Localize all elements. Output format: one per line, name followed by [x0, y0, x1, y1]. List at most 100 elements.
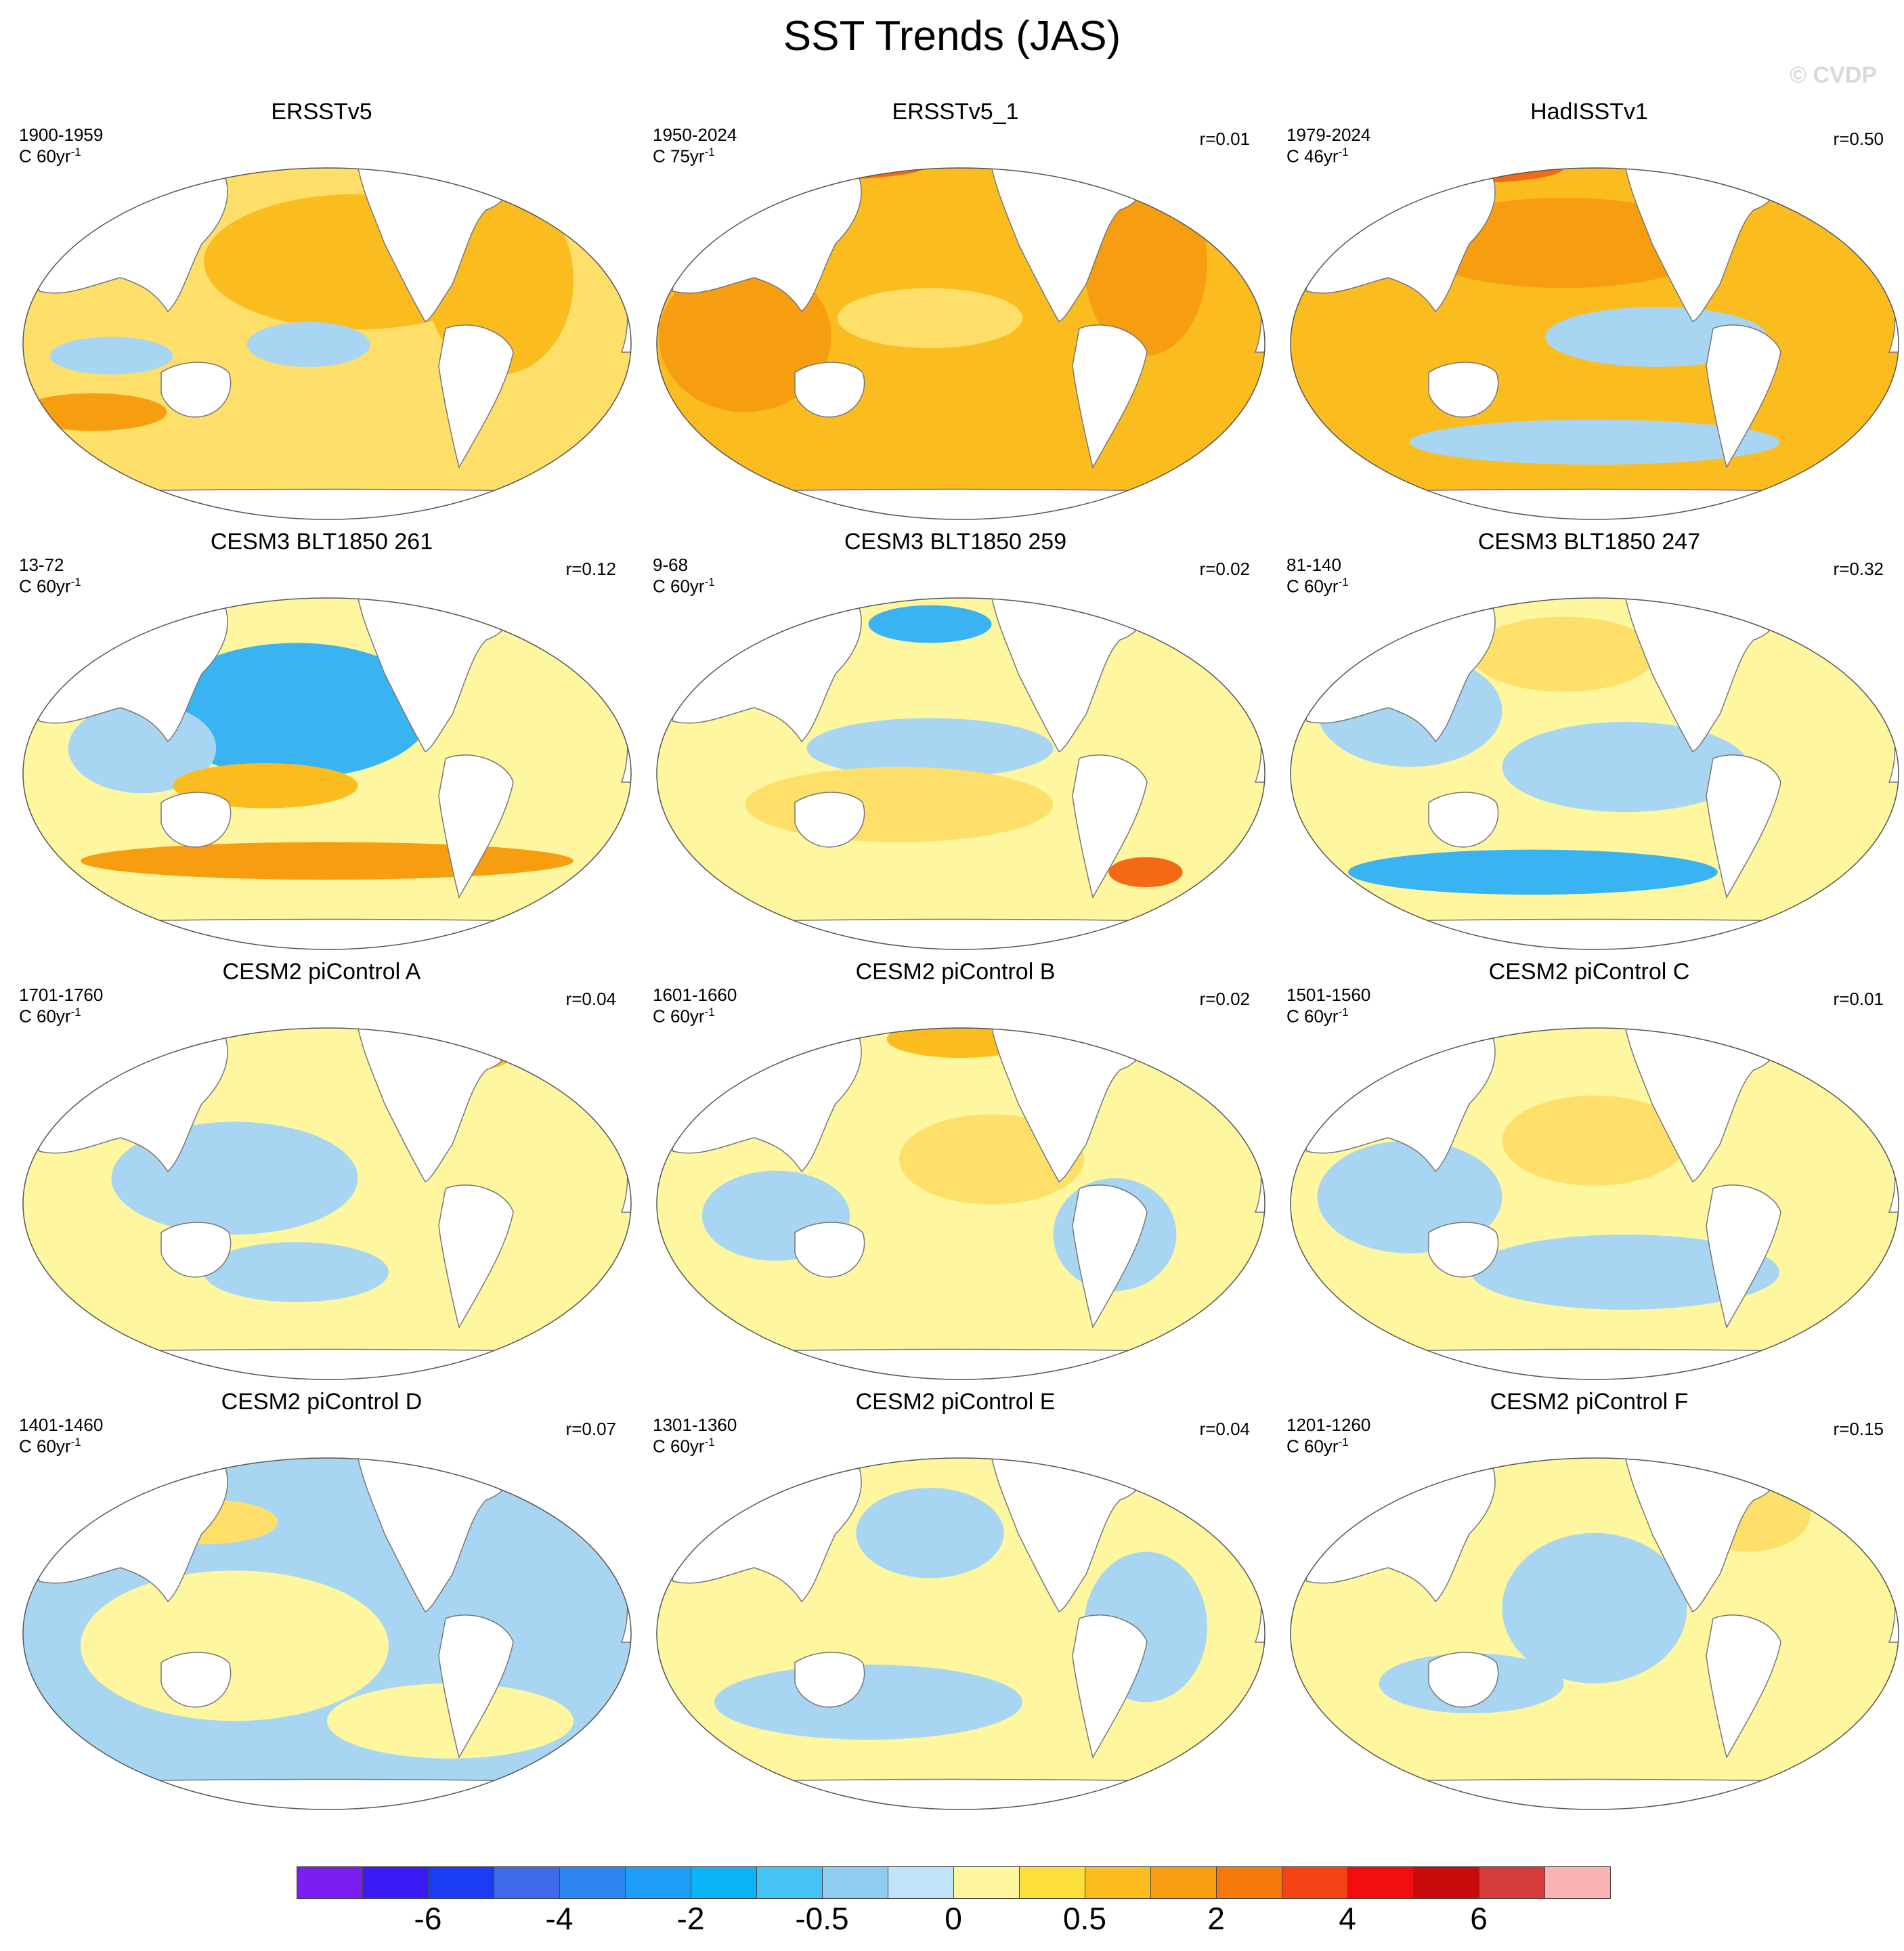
units-label: C 60yr-1 — [653, 1436, 715, 1457]
period-label: 1201-1260 — [1286, 1415, 1371, 1435]
units-text: C 60yr — [1286, 1006, 1339, 1027]
land-mass — [1428, 362, 1499, 418]
land-mass — [357, 598, 513, 752]
trend-anomaly-region — [160, 643, 432, 779]
panel-title: CESM2 piControl F — [1490, 1389, 1689, 1415]
period-label: 1601-1660 — [653, 985, 737, 1005]
map-panel: CESM2 piControl D 1401-1460 C 60yr-1 r=0.07 — [7, 1385, 636, 1818]
land-mass — [794, 1222, 865, 1278]
colorbar-tick-label: 0.5 — [1063, 1901, 1106, 1936]
map-outline — [1290, 1027, 1899, 1380]
colorbar-swatch — [888, 1866, 954, 1899]
panel-title: CESM3 BLT1850 259 — [844, 529, 1067, 555]
colorbar-tick-label: 6 — [1470, 1901, 1488, 1936]
trend-anomaly-region — [745, 767, 1054, 842]
colorbar-swatch — [756, 1866, 823, 1899]
trend-anomaly-region — [806, 718, 1054, 779]
map-outline — [1290, 167, 1899, 520]
panel-title: CESM2 piControl A — [222, 959, 421, 985]
map-panel: CESM2 piControl B 1601-1660 C 60yr-1 r=0.02 — [641, 955, 1270, 1388]
correlation-label: r=0.02 — [1199, 989, 1250, 1009]
trend-anomaly-region — [1379, 168, 1564, 183]
map-panel: CESM2 piControl F 1201-1260 C 60yr-1 r=0.15 — [1274, 1385, 1904, 1818]
trend-anomaly-region — [81, 1570, 389, 1721]
map-outline — [656, 1027, 1265, 1380]
correlation-label: r=0.04 — [1199, 1419, 1250, 1439]
colorbar-swatch — [1085, 1866, 1151, 1899]
land-mass — [438, 754, 514, 899]
units-label: C 60yr-1 — [19, 576, 81, 597]
correlation-label: r=0.01 — [1199, 129, 1250, 149]
colorbar-swatch — [297, 1866, 363, 1899]
land-mass — [1706, 1614, 1781, 1759]
land-mass — [991, 1458, 1146, 1612]
panel-title: CESM2 piControl E — [855, 1389, 1056, 1415]
land-mass — [991, 598, 1146, 752]
units-text: C 46yr — [1286, 146, 1339, 167]
units-label: C 46yr-1 — [1286, 146, 1349, 167]
land-mass — [1624, 168, 1780, 322]
land-mass — [160, 1222, 232, 1278]
land-mass — [1072, 1184, 1148, 1329]
land-mass — [160, 362, 232, 418]
correlation-label: r=0.32 — [1833, 559, 1884, 579]
panel-title: CESM3 BLT1850 247 — [1477, 529, 1701, 555]
land-mass — [794, 362, 865, 418]
map-outline — [656, 597, 1265, 950]
correlation-label: r=0.04 — [565, 989, 616, 1009]
map-panel: CESM3 BLT1850 261 13-72 C 60yr-1 r=0.12 — [7, 525, 636, 958]
land-mass — [991, 1028, 1146, 1182]
trend-anomaly-region — [1502, 1095, 1687, 1186]
sst-trend-map — [22, 1027, 632, 1380]
land-mass — [357, 1028, 513, 1182]
map-outline — [22, 167, 632, 520]
colorbar-swatch — [691, 1866, 757, 1899]
trend-anomaly-region — [745, 168, 930, 179]
land-mass — [1428, 792, 1499, 848]
units-label: C 75yr-1 — [653, 146, 715, 167]
colorbar-tick-label: -4 — [545, 1901, 574, 1936]
land-mass — [357, 168, 513, 322]
period-label: 1401-1460 — [19, 1415, 104, 1435]
trend-anomaly-region — [1471, 616, 1656, 692]
sst-trend-map — [22, 167, 632, 520]
sst-trend-map — [22, 597, 632, 950]
correlation-label: r=0.15 — [1833, 1419, 1884, 1439]
units-text: C 60yr — [1286, 1436, 1339, 1457]
colorbar-tick-label: -6 — [414, 1901, 442, 1936]
units-text: C 60yr — [653, 1436, 705, 1457]
trend-anomaly-region — [23, 393, 167, 431]
units-text: C 60yr — [653, 1006, 705, 1027]
colorbar-swatch — [1216, 1866, 1282, 1899]
land-mass — [794, 1652, 865, 1708]
map-panel: CESM2 piControl C 1501-1560 C 60yr-1 r=0.01 — [1274, 955, 1904, 1388]
trend-anomaly-region — [838, 288, 1022, 349]
units-text: C 60yr — [19, 576, 71, 597]
period-label: 9-68 — [653, 555, 689, 575]
panel-title: HadISSTv1 — [1530, 99, 1648, 125]
map-panel: CESM2 piControl A 1701-1760 C 60yr-1 r=0.04 — [7, 955, 636, 1388]
period-label: 1501-1560 — [1286, 985, 1371, 1005]
trend-anomaly-region — [1471, 1235, 1779, 1310]
sst-trend-map — [1290, 1457, 1899, 1810]
land-mass — [1706, 1184, 1781, 1329]
trend-anomaly-region — [659, 261, 831, 412]
trend-anomaly-region — [868, 605, 992, 643]
colorbar-swatch — [953, 1866, 1020, 1899]
map-outline — [656, 1457, 1265, 1810]
land-mass — [160, 1652, 232, 1708]
land-mass — [1706, 324, 1781, 469]
period-label: 1701-1760 — [19, 985, 104, 1005]
land-mass — [438, 1614, 514, 1759]
colorbar-tick-label: 4 — [1339, 1901, 1356, 1936]
colorbar-swatch — [1282, 1866, 1348, 1899]
land-mass — [160, 792, 232, 848]
colorbar — [297, 1866, 1611, 1900]
trend-anomaly-region — [49, 337, 173, 374]
correlation-label: r=0.50 — [1833, 129, 1884, 149]
period-label: 81-140 — [1286, 555, 1341, 575]
correlation-label: r=0.02 — [1199, 559, 1250, 579]
units-label: C 60yr-1 — [19, 1436, 81, 1457]
panel-title: CESM2 piControl C — [1488, 959, 1690, 985]
map-panel: CESM2 piControl E 1301-1360 C 60yr-1 r=0.04 — [641, 1385, 1270, 1818]
